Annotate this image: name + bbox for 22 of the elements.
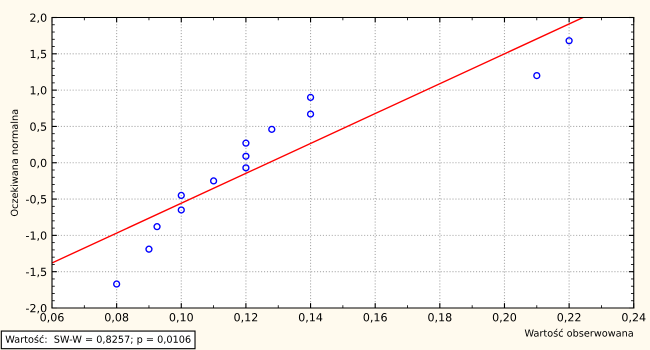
x-tick-label: 0,22: [557, 313, 580, 323]
x-tick-label: 0,14: [298, 313, 322, 323]
y-tick-label: 1,5: [30, 50, 46, 60]
y-axis-title: Oczekiwana normalna: [10, 110, 18, 216]
text: Wartość: SW-W = 0,8257; p = 0,0106: [6, 334, 191, 345]
x-tick-label: 0,08: [105, 313, 128, 323]
y-tick-label: -2,0: [26, 304, 46, 314]
x-tick-label: 0,18: [428, 313, 452, 323]
x-tick-label: 0,12: [234, 313, 258, 323]
y-tick-label: 0,5: [30, 122, 46, 132]
y-tick-label: 2,0: [30, 13, 46, 24]
x-tick-label: 0,06: [40, 313, 64, 323]
x-tick-label: 0,24: [622, 313, 646, 323]
x-tick-label: 0,10: [170, 313, 193, 323]
x-axis-title: Wartość obserwowana: [524, 328, 633, 337]
y-tick-label: -1,0: [26, 231, 46, 241]
y-tick-label: -0,5: [26, 195, 46, 205]
y-tick-label: 1,0: [30, 86, 46, 96]
y-tick-label: -1,5: [26, 268, 46, 278]
x-tick-label: 0,16: [364, 313, 387, 323]
x-tick-label: 0,20: [492, 313, 516, 323]
y-tick-label: 0,0: [30, 158, 46, 168]
